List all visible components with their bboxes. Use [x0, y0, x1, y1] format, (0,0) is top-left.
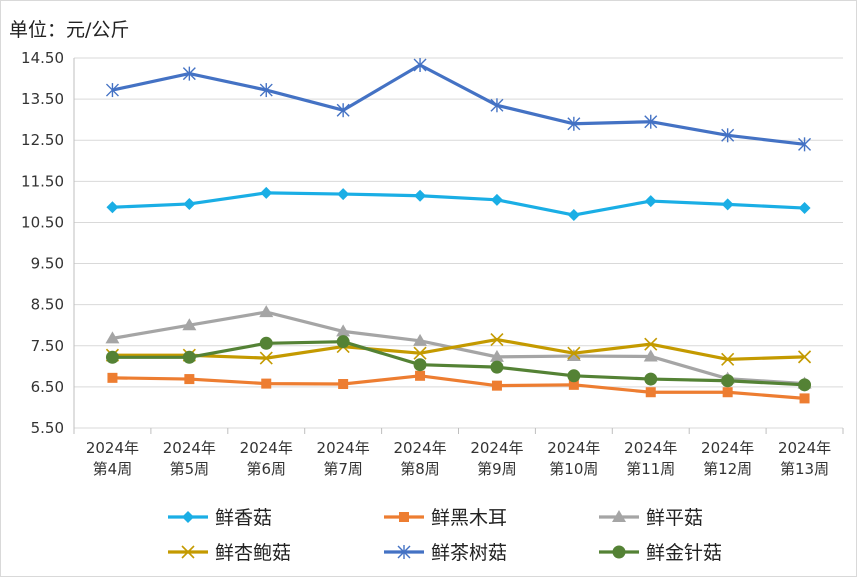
- data-point: [182, 318, 197, 331]
- data-point: [259, 83, 273, 98]
- data-point: [336, 103, 350, 118]
- data-point: [721, 198, 734, 211]
- data-point: [490, 360, 504, 374]
- data-point: [721, 374, 735, 388]
- legend-label: 鲜杏鲍菇: [215, 542, 291, 564]
- data-point: [643, 349, 658, 362]
- data-point: [183, 197, 196, 210]
- x-tick-label: 2024年第11周: [624, 439, 677, 478]
- series-line-2: [112, 374, 805, 400]
- data-point: [798, 137, 812, 152]
- x-tick-label: 2024年第5周: [163, 439, 216, 478]
- data-point: [261, 378, 272, 389]
- y-tick-label: 12.50: [21, 131, 64, 149]
- data-point: [337, 188, 350, 201]
- data-point: [721, 352, 735, 366]
- data-point: [644, 337, 658, 351]
- data-point: [567, 116, 581, 131]
- series-line-6: [112, 340, 805, 387]
- legend-label: 鲜黑木耳: [431, 507, 507, 529]
- data-point: [259, 336, 273, 350]
- data-point: [413, 333, 428, 346]
- data-point: [567, 209, 580, 222]
- data-point: [413, 57, 427, 72]
- legend-label: 鲜香菇: [215, 507, 272, 529]
- data-point: [413, 346, 427, 360]
- data-point: [568, 379, 579, 390]
- unit-label: 单位：元/公斤: [9, 19, 130, 41]
- series-line-3: [112, 310, 805, 386]
- series-line-4: [112, 338, 805, 361]
- y-tick-label: 5.50: [31, 419, 64, 437]
- series-line-1: [112, 191, 805, 217]
- x-tick-label: 2024年第4周: [86, 439, 139, 478]
- data-point: [490, 333, 504, 347]
- data-point: [644, 195, 657, 208]
- data-point: [644, 372, 658, 386]
- legend-marker: [612, 545, 626, 559]
- data-point: [489, 349, 504, 362]
- y-tick-label: 11.50: [21, 172, 64, 190]
- legend-marker: [397, 545, 411, 559]
- data-point: [338, 379, 349, 390]
- data-point: [491, 380, 502, 391]
- data-point: [105, 331, 120, 344]
- data-point: [798, 202, 811, 215]
- data-point: [566, 349, 581, 362]
- y-tick-label: 7.50: [31, 337, 64, 355]
- data-point: [259, 305, 274, 318]
- x-tick-label: 2024年第8周: [393, 439, 446, 478]
- data-point: [336, 324, 351, 337]
- data-point: [645, 387, 656, 398]
- data-point: [797, 350, 812, 364]
- data-point: [182, 66, 196, 81]
- x-tick-label: 2024年第12周: [701, 439, 754, 478]
- data-point: [414, 189, 427, 202]
- data-point: [182, 350, 196, 364]
- data-point: [106, 201, 119, 214]
- legend-marker: [612, 510, 626, 522]
- x-tick-label: 2024年第13周: [778, 439, 831, 478]
- data-point: [105, 83, 119, 98]
- y-tick-label: 10.50: [21, 213, 64, 231]
- legend-label: 鲜金针菇: [646, 542, 722, 564]
- x-tick-label: 2024年第6周: [240, 439, 293, 478]
- data-point: [260, 186, 273, 199]
- y-tick-label: 6.50: [31, 378, 64, 396]
- data-point: [105, 350, 119, 364]
- data-point: [798, 378, 812, 392]
- data-point: [107, 372, 118, 383]
- legend-marker: [181, 545, 195, 559]
- x-tick-label: 2024年第7周: [317, 439, 370, 478]
- legend-marker: [182, 511, 194, 523]
- y-tick-label: 9.50: [31, 255, 64, 273]
- data-point: [336, 335, 350, 349]
- legend-label: 鲜茶树菇: [431, 542, 507, 564]
- data-point: [415, 370, 426, 381]
- x-tick-label: 2024年第10周: [547, 439, 600, 478]
- y-tick-label: 8.50: [31, 296, 64, 314]
- series-line-5: [112, 63, 805, 146]
- data-point: [721, 128, 735, 143]
- legend-marker: [399, 512, 409, 522]
- data-point: [722, 387, 733, 398]
- y-tick-label: 13.50: [21, 90, 64, 108]
- data-point: [259, 351, 273, 365]
- data-point: [567, 369, 581, 383]
- data-point: [490, 98, 504, 113]
- data-point: [644, 114, 658, 129]
- legend-label: 鲜平菇: [646, 507, 703, 529]
- data-point: [567, 346, 581, 360]
- data-point: [799, 393, 810, 404]
- data-point: [184, 374, 195, 385]
- y-tick-label: 14.50: [21, 49, 64, 67]
- data-point: [490, 193, 503, 206]
- x-tick-label: 2024年第9周: [470, 439, 523, 478]
- data-point: [413, 358, 427, 372]
